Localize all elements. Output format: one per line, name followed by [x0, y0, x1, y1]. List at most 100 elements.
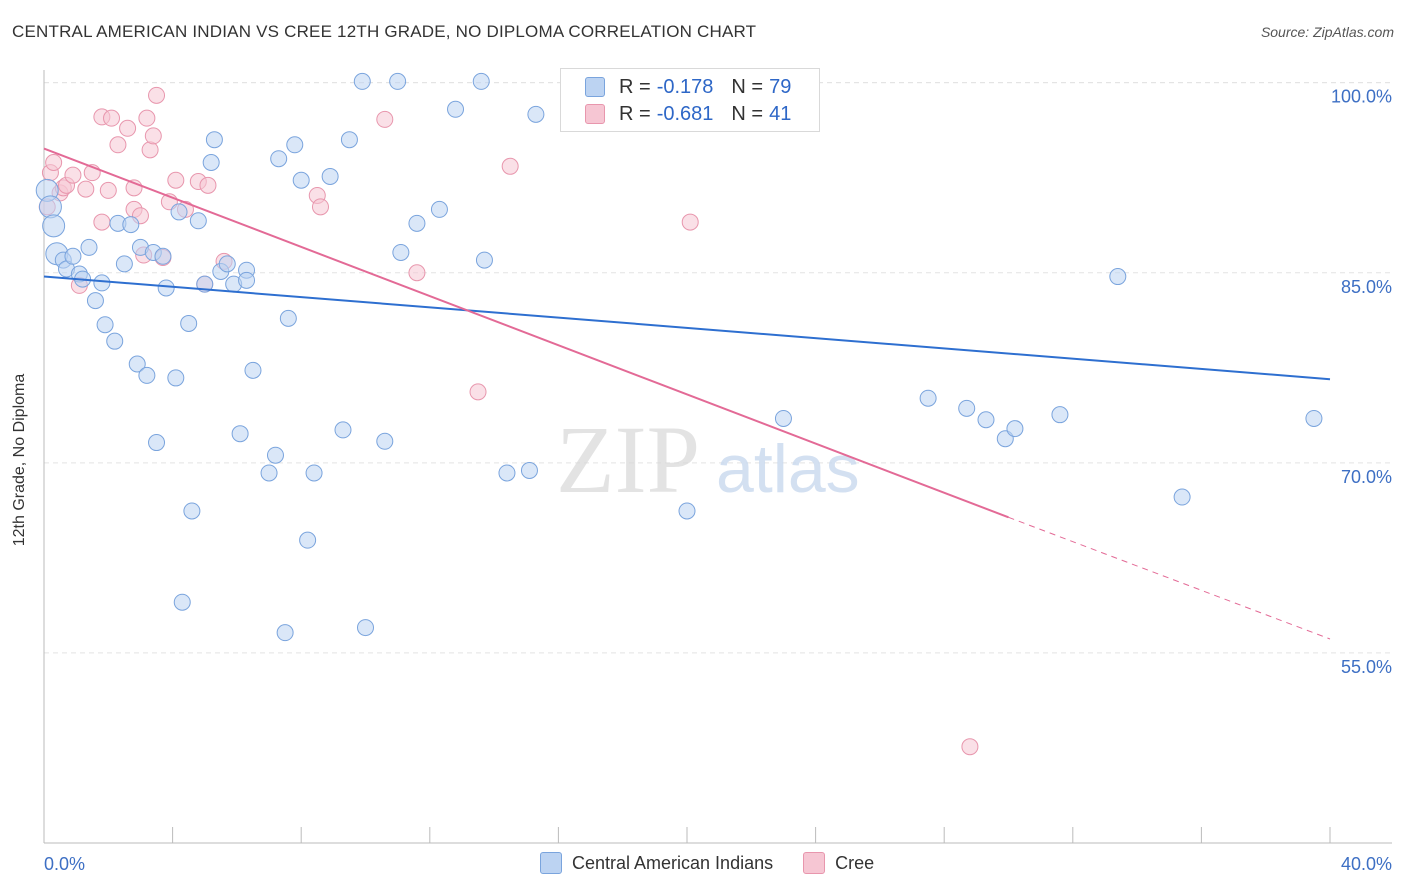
y-tick-label: 100.0%	[1331, 87, 1392, 107]
central-american-indians-point	[38, 195, 62, 219]
cree-point	[148, 86, 166, 104]
central-american-indians-points	[35, 72, 1323, 642]
central-american-indians-point	[138, 366, 156, 384]
cree-point	[119, 119, 137, 137]
watermark-zip: ZIP	[556, 406, 700, 513]
central-american-indians-point	[334, 421, 352, 439]
watermark-atlas: atlas	[716, 431, 860, 507]
central-american-indians-point	[977, 411, 995, 429]
cree-point	[199, 176, 217, 194]
central-american-indians-point	[321, 167, 339, 185]
cree-point	[376, 110, 394, 128]
central-american-indians-point	[1006, 420, 1024, 438]
central-american-indians-point	[353, 72, 371, 90]
central-american-indians-point	[527, 105, 545, 123]
legend-item-cree[interactable]: Cree	[803, 852, 874, 874]
correlation-legend: R = -0.178 N = 79 R = -0.681 N = 41	[560, 68, 820, 132]
r-value: -0.178	[656, 75, 714, 98]
n-label: N =	[731, 75, 764, 98]
cree-points	[38, 86, 979, 756]
cree-point	[311, 198, 329, 216]
central-american-indians-point	[189, 212, 207, 230]
pink-trend-line	[43, 147, 1009, 519]
legend-item-central-american-indians[interactable]: Central American Indians	[540, 852, 773, 874]
watermark: ZIP atlas	[556, 406, 860, 513]
central-american-indians-point	[1109, 268, 1127, 286]
legend-swatch-pink	[803, 852, 826, 874]
x-tick-label: 0.0%	[44, 854, 85, 874]
central-american-indians-point	[266, 446, 284, 464]
central-american-indians-point	[430, 200, 448, 218]
cree-point	[141, 141, 159, 159]
r-label: R =	[619, 75, 651, 98]
chart-source: Source: ZipAtlas.com	[1260, 24, 1394, 40]
cree-point	[64, 166, 82, 184]
central-american-indians-point	[106, 332, 124, 350]
central-american-indians-point	[774, 409, 792, 427]
cree-point	[138, 109, 156, 127]
central-american-indians-point	[498, 464, 516, 482]
central-american-indians-point	[244, 361, 262, 379]
chart-title: CENTRAL AMERICAN INDIAN VS CREE 12TH GRA…	[12, 22, 757, 41]
cree-point	[144, 127, 162, 145]
central-american-indians-point	[447, 100, 465, 118]
cree-point	[77, 180, 95, 198]
cree-point	[109, 136, 127, 154]
central-american-indians-point	[173, 593, 191, 611]
y-tick-label: 55.0%	[1341, 657, 1392, 677]
series-legend: Central American Indians Cree	[540, 852, 904, 874]
y-axis-label: 12th Grade, No Diploma	[11, 373, 28, 547]
cree-point	[99, 181, 117, 199]
central-american-indians-point	[286, 136, 304, 154]
cree-point	[45, 154, 63, 172]
cree-point	[103, 109, 121, 127]
central-american-indians-point	[1051, 406, 1069, 424]
central-american-indians-point	[408, 214, 426, 232]
cree-point	[681, 213, 699, 231]
r-label: R =	[619, 102, 651, 125]
y-tick-label: 70.0%	[1341, 467, 1392, 487]
n-value: 79	[769, 75, 792, 98]
r-value: -0.681	[656, 102, 714, 125]
central-american-indians-point	[292, 171, 310, 189]
central-american-indians-point	[305, 464, 323, 482]
central-american-indians-point	[80, 238, 98, 256]
legend-row-pink: R = -0.681 N = 41	[585, 101, 809, 127]
cree-point	[93, 213, 111, 231]
legend-swatch-blue	[585, 77, 605, 97]
central-american-indians-point	[202, 154, 220, 172]
central-american-indians-point	[167, 369, 185, 387]
central-american-indians-point	[170, 203, 188, 221]
tick-labels: 55.0% 70.0% 85.0% 100.0% 0.0% 40.0%	[44, 87, 1392, 874]
cree-point	[167, 171, 185, 189]
central-american-indians-point	[472, 72, 490, 90]
central-american-indians-point	[93, 274, 111, 292]
central-american-indians-point	[520, 461, 538, 479]
pink-trend-line-extension	[1008, 516, 1331, 640]
central-american-indians-point	[376, 432, 394, 450]
cree-point	[961, 738, 979, 756]
y-tick-label: 85.0%	[1341, 277, 1392, 297]
central-american-indians-point	[238, 271, 256, 289]
central-american-indians-point	[357, 619, 374, 637]
central-american-indians-point	[122, 216, 140, 234]
central-american-indians-point	[115, 255, 133, 273]
central-american-indians-point	[154, 247, 172, 265]
central-american-indians-point	[260, 464, 278, 482]
central-american-indians-point	[299, 531, 317, 549]
central-american-indians-point	[86, 292, 104, 310]
legend-swatch-blue	[540, 852, 562, 874]
central-american-indians-point	[157, 279, 175, 297]
central-american-indians-point	[389, 72, 407, 90]
cree-point	[469, 383, 487, 401]
legend-label: Cree	[835, 852, 875, 873]
central-american-indians-point	[475, 251, 493, 269]
n-label: N =	[731, 102, 764, 125]
central-american-indians-point	[42, 214, 66, 238]
legend-label: Central American Indians	[572, 852, 774, 873]
central-american-indians-point	[276, 624, 294, 642]
central-american-indians-point	[64, 247, 82, 265]
trend-lines	[43, 147, 1331, 640]
central-american-indians-point	[678, 502, 696, 520]
